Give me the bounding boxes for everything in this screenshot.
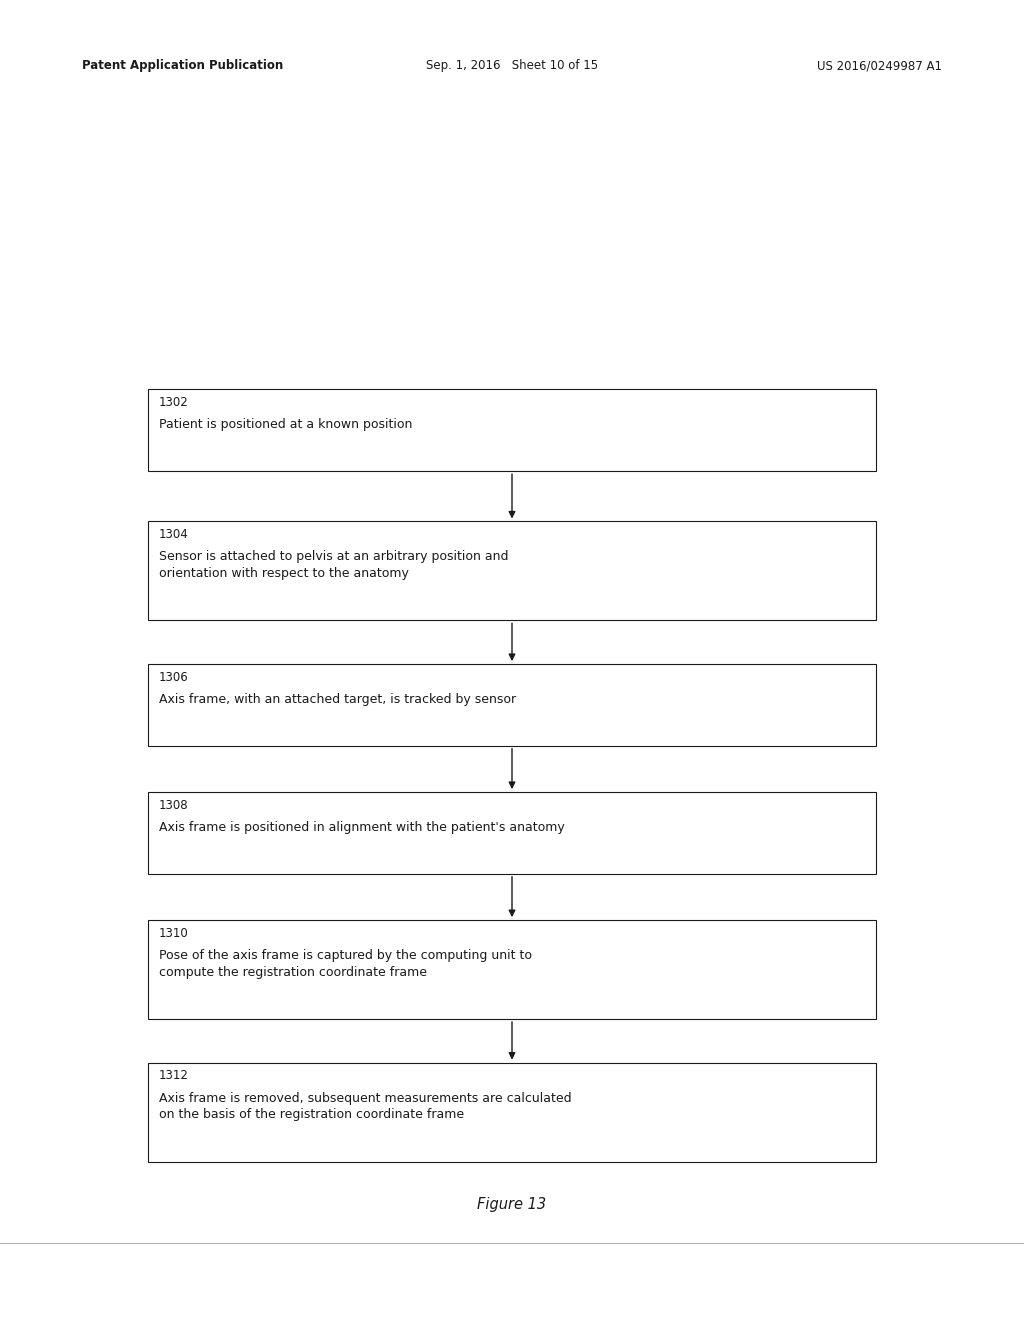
Bar [148, 920, 876, 1019]
Text: Patent Application Publication: Patent Application Publication [82, 59, 284, 73]
Text: Patient is positioned at a known position: Patient is positioned at a known positio… [159, 418, 412, 432]
Text: Sep. 1, 2016   Sheet 10 of 15: Sep. 1, 2016 Sheet 10 of 15 [426, 59, 598, 73]
Text: 1306: 1306 [159, 671, 188, 684]
Bar [148, 389, 876, 471]
Text: Axis frame is positioned in alignment with the patient's anatomy: Axis frame is positioned in alignment wi… [159, 821, 564, 834]
Text: Pose of the axis frame is captured by the computing unit to
compute the registra: Pose of the axis frame is captured by th… [159, 949, 531, 978]
Text: 1308: 1308 [159, 799, 188, 812]
Bar [148, 1063, 876, 1162]
Text: US 2016/0249987 A1: US 2016/0249987 A1 [817, 59, 942, 73]
Bar [148, 521, 876, 620]
Text: Sensor is attached to pelvis at an arbitrary position and
orientation with respe: Sensor is attached to pelvis at an arbit… [159, 550, 508, 579]
Text: 1302: 1302 [159, 396, 188, 409]
Text: 1312: 1312 [159, 1069, 188, 1082]
Text: 1310: 1310 [159, 927, 188, 940]
Text: 1304: 1304 [159, 528, 188, 541]
Bar [148, 792, 876, 874]
Text: Axis frame is removed, subsequent measurements are calculated
on the basis of th: Axis frame is removed, subsequent measur… [159, 1092, 571, 1121]
Bar [148, 664, 876, 746]
Text: Axis frame, with an attached target, is tracked by sensor: Axis frame, with an attached target, is … [159, 693, 516, 706]
Text: Figure 13: Figure 13 [477, 1197, 547, 1212]
